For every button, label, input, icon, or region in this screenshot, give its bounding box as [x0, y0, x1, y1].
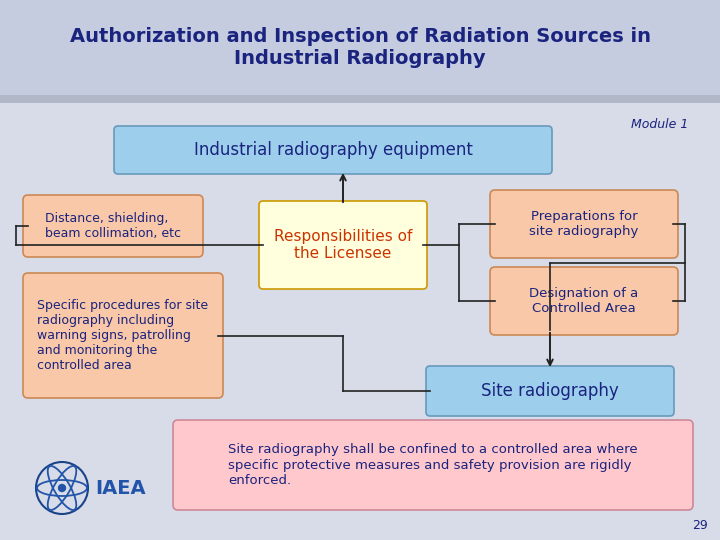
Text: Site radiography: Site radiography	[481, 382, 619, 400]
Text: Specific procedures for site
radiography including
warning signs, patrolling
and: Specific procedures for site radiography…	[37, 299, 209, 372]
FancyBboxPatch shape	[23, 273, 223, 398]
Text: Distance, shielding,
beam collimation, etc: Distance, shielding, beam collimation, e…	[45, 212, 181, 240]
Bar	[0, 95, 720, 103]
Text: Authorization and Inspection of Radiation Sources in
Industrial Radiography: Authorization and Inspection of Radiatio…	[70, 26, 650, 68]
Text: Responsibilities of
the Licensee: Responsibilities of the Licensee	[274, 229, 412, 261]
Text: Preparations for
site radiography: Preparations for site radiography	[529, 210, 639, 238]
Circle shape	[58, 484, 66, 491]
Bar	[0, 103, 720, 540]
Text: Module 1: Module 1	[631, 118, 688, 131]
FancyBboxPatch shape	[114, 126, 552, 174]
Text: Site radiography shall be confined to a controlled area where
specific protectiv: Site radiography shall be confined to a …	[228, 443, 638, 487]
FancyBboxPatch shape	[173, 420, 693, 510]
FancyBboxPatch shape	[426, 366, 674, 416]
Bar	[0, 0, 720, 95]
Text: Industrial radiography equipment: Industrial radiography equipment	[194, 141, 472, 159]
Text: Designation of a
Controlled Area: Designation of a Controlled Area	[529, 287, 639, 315]
Text: IAEA: IAEA	[95, 478, 145, 497]
FancyBboxPatch shape	[23, 195, 203, 257]
FancyBboxPatch shape	[490, 190, 678, 258]
FancyBboxPatch shape	[490, 267, 678, 335]
FancyBboxPatch shape	[259, 201, 427, 289]
Text: 29: 29	[692, 519, 708, 532]
